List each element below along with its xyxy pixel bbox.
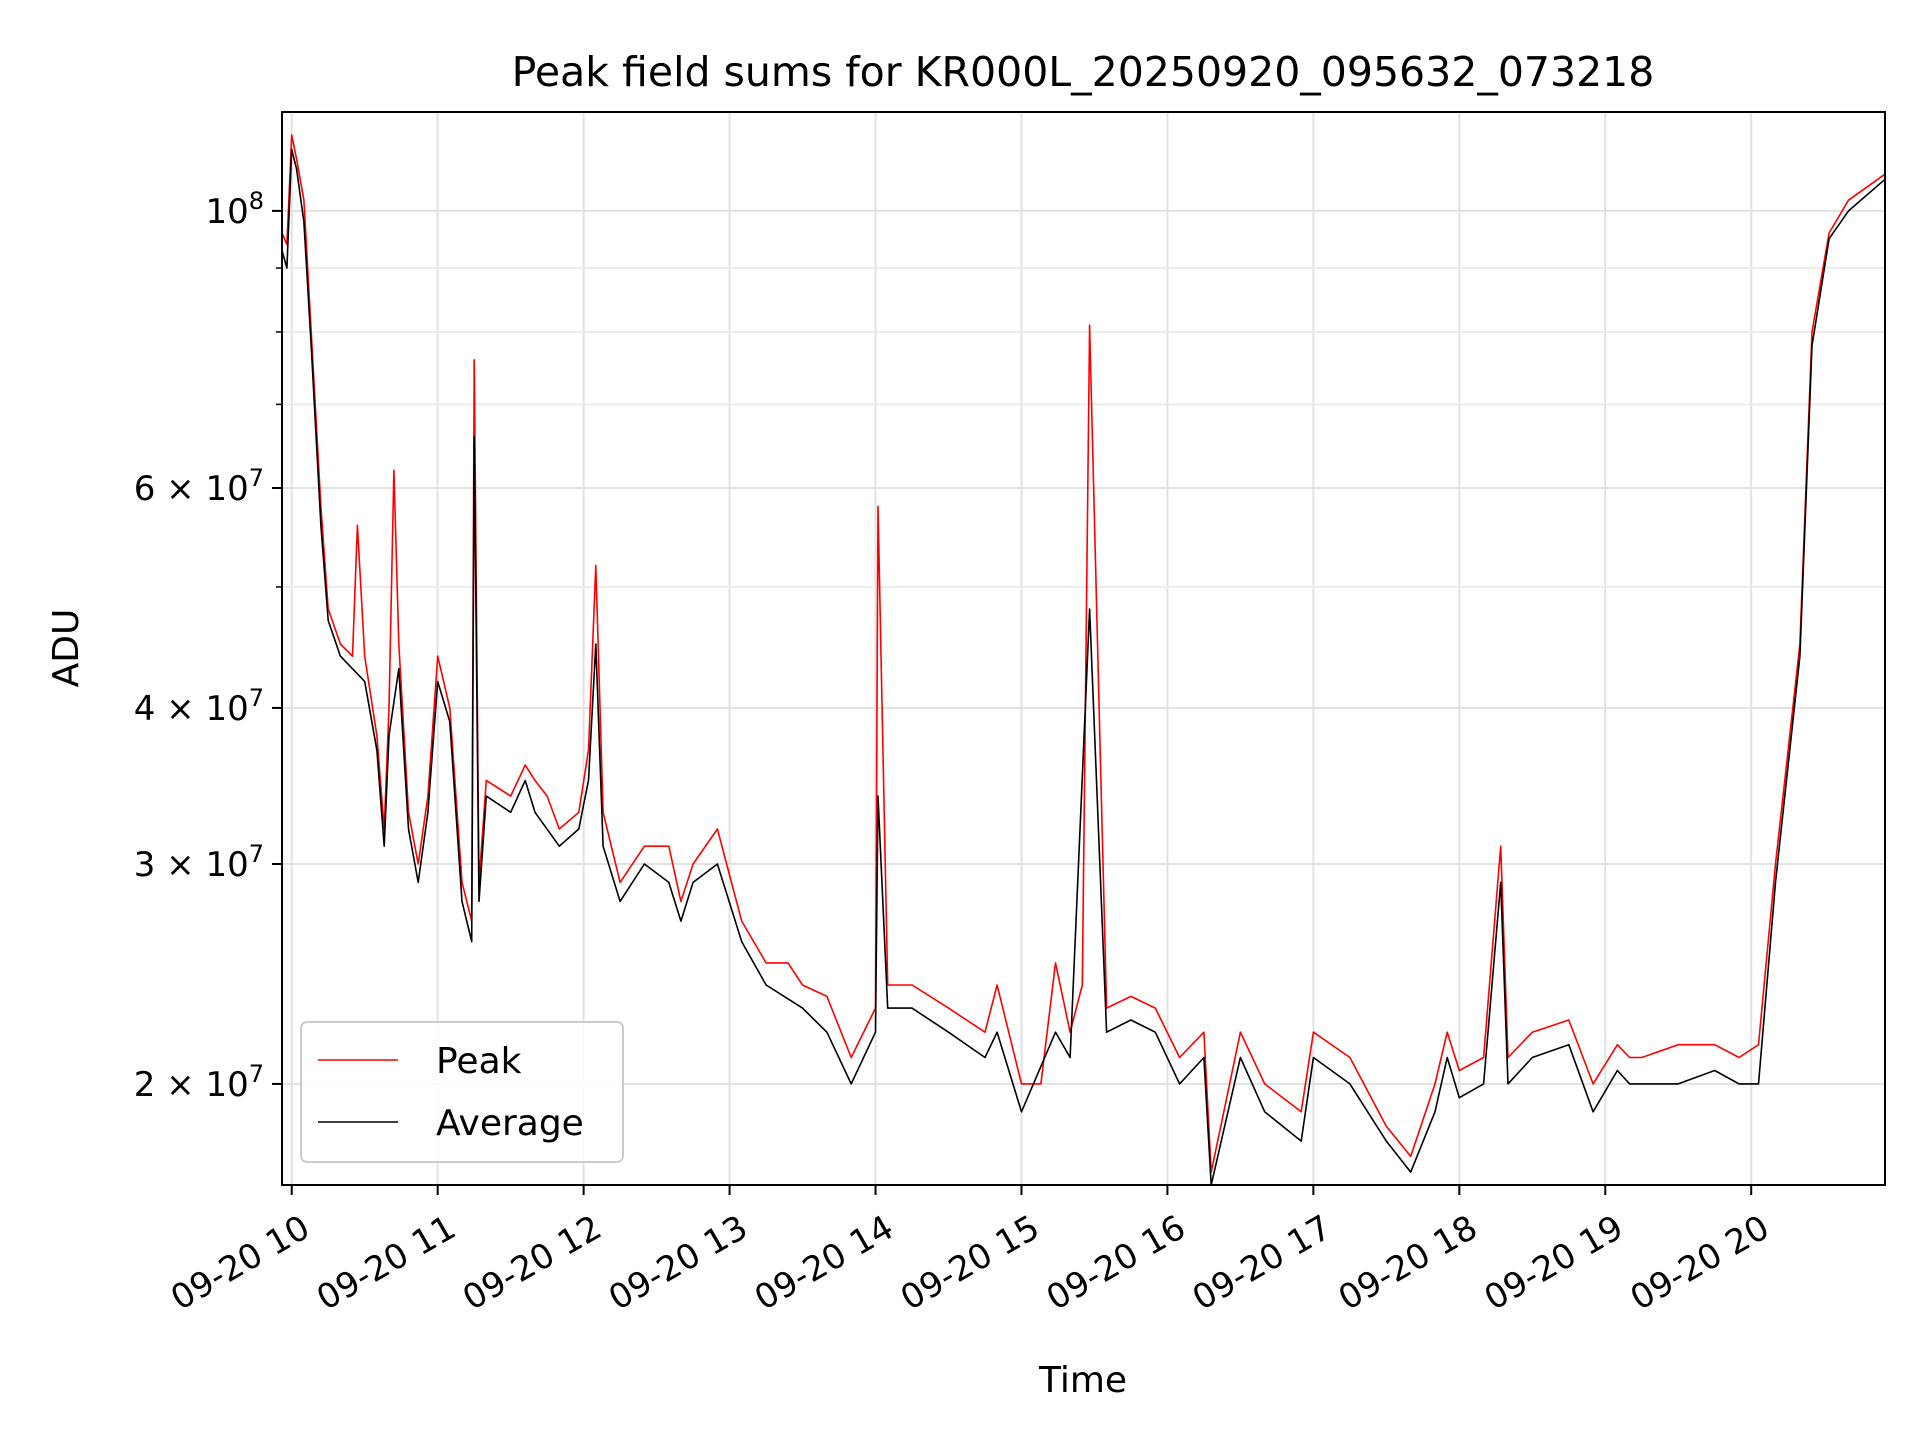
x-axis-title: Time [1038, 1360, 1127, 1401]
legend-average-label: Average [436, 1103, 584, 1144]
y-tick-label: 4 × 107 [134, 684, 264, 729]
plot-frame [281, 111, 1886, 1186]
series-line-average [281, 148, 1886, 1186]
y-axis: 2 × 107 3 × 107 4 × 107 6 × 107 108 [134, 187, 282, 1105]
y-axis-title: ADU [46, 609, 87, 688]
y-tick-label: 6 × 107 [134, 464, 264, 509]
legend-peak-label: Peak [436, 1041, 522, 1082]
series-layer [281, 134, 1886, 1186]
grid [282, 112, 1885, 1185]
series-line-peak [281, 134, 1886, 1173]
chart-title: Peak field sums for KR000L_20250920_0956… [512, 48, 1655, 96]
legend: Peak Average [300, 1021, 624, 1163]
legend-box [300, 1021, 624, 1163]
y-tick-label: 2 × 107 [134, 1060, 264, 1105]
y-tick-label: 108 [205, 187, 264, 232]
y-tick-label: 3 × 107 [134, 840, 264, 885]
